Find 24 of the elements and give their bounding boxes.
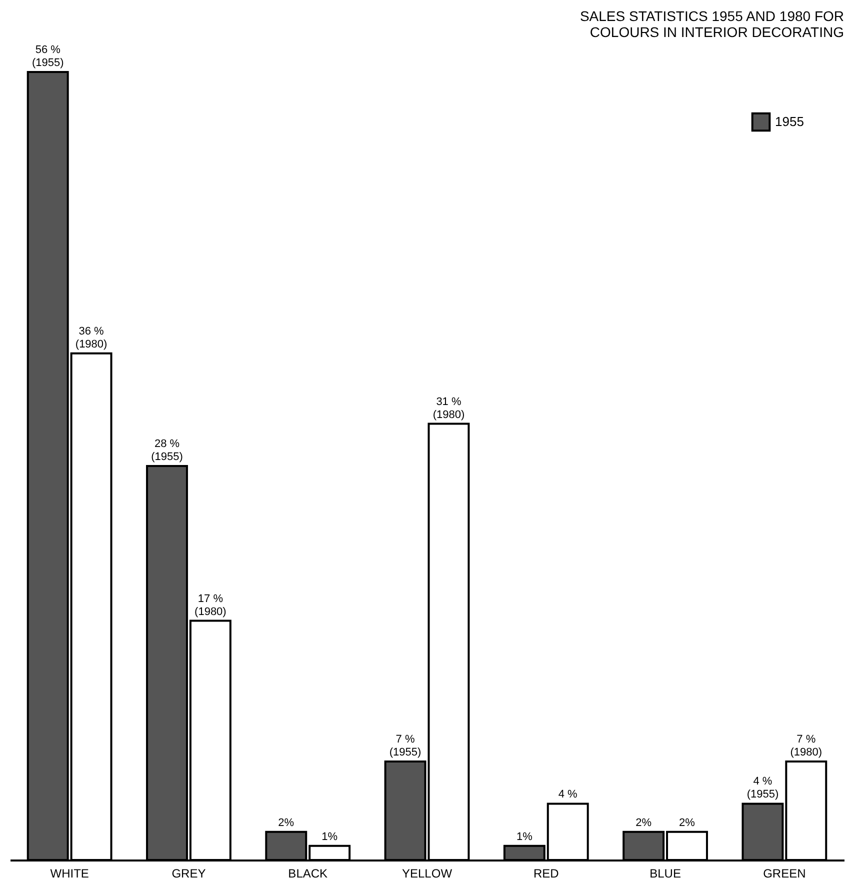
text: 4 % (1955) xyxy=(746,776,779,801)
x-tick-label: WHITE xyxy=(50,866,89,880)
data-label: 2% xyxy=(636,816,652,829)
text: 7 % (1955) xyxy=(389,734,422,758)
data-label: 1% xyxy=(322,830,338,843)
data-label: 4 % xyxy=(558,788,578,801)
x-tick-label: GREY xyxy=(172,866,206,880)
text: COLOURS IN INTERIOR DECORATING xyxy=(590,24,844,40)
data-label: 1% xyxy=(516,830,533,843)
data-label: 2% xyxy=(679,816,696,829)
legend-label: 1955 xyxy=(775,114,804,129)
text: 7 % (1980) xyxy=(790,734,822,758)
x-tick-label: GREEN xyxy=(763,866,806,880)
x-tick-label: BLUE xyxy=(650,866,681,880)
x-tick-label: YELLOW xyxy=(402,866,453,880)
text: 28 % (1955) xyxy=(151,438,183,463)
text: SALES STATISTICS 1955 AND 1980 FOR xyxy=(580,8,844,24)
text: 56 % (1955) xyxy=(32,44,64,69)
text: 36 % (1980) xyxy=(75,325,108,350)
data-label: 2% xyxy=(278,816,294,829)
text: 31 % (1980) xyxy=(432,396,465,421)
text: 17 % (1980) xyxy=(194,592,226,618)
x-tick-label: RED xyxy=(533,866,560,880)
x-tick-label: BLACK xyxy=(288,866,328,880)
